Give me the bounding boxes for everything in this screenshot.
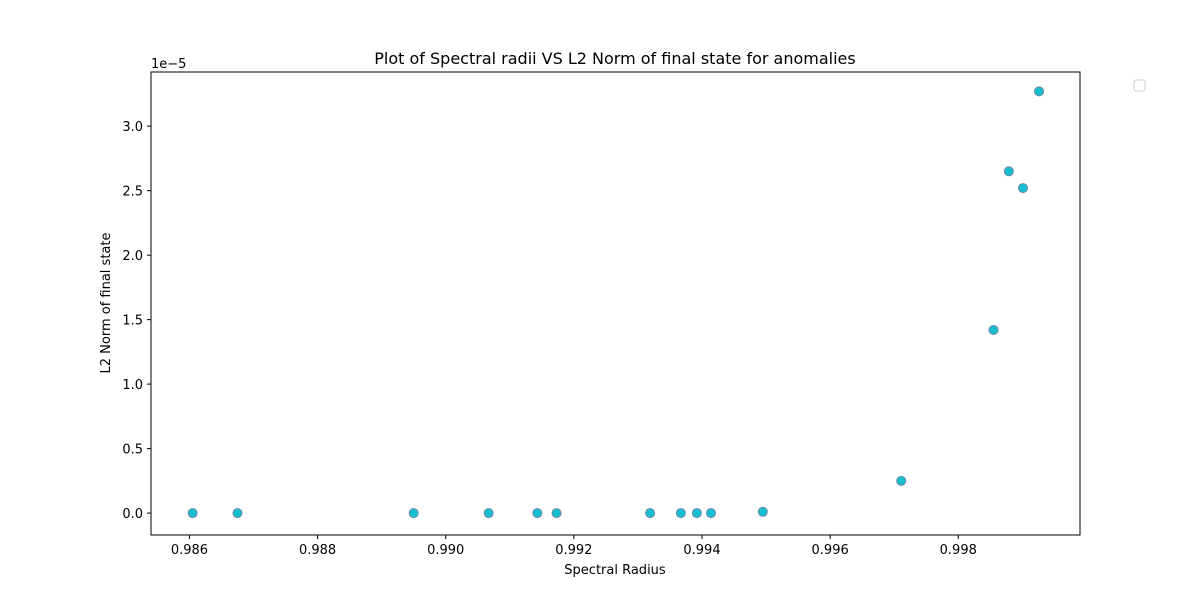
scatter-point: [232, 508, 243, 519]
x-tick-label: 0.988: [299, 543, 336, 558]
x-tick-label: 0.986: [171, 543, 208, 558]
y-tick-label: 0.5: [122, 443, 143, 458]
y-tick-label: 0.0: [122, 507, 143, 522]
x-tick-label: 0.998: [940, 543, 977, 558]
scatter-point: [757, 506, 768, 517]
x-axis: 0.986 0.988 0.990 0.992 0.994 0.996 0.998: [171, 535, 977, 558]
y-axis: 0.0 0.5 1.0 1.5 2.0 2.5 3.0: [122, 120, 151, 522]
scatter-point: [532, 508, 543, 519]
y-tick-label: 2.5: [122, 185, 143, 200]
scatter-point: [645, 508, 656, 519]
y-axis-label: L2 Norm of final state: [99, 233, 114, 374]
scatter-point: [551, 508, 562, 519]
scatter-point: [675, 508, 686, 519]
x-axis-label: Spectral Radius: [564, 563, 666, 578]
chart-title: Plot of Spectral radii VS L2 Norm of fin…: [374, 49, 855, 68]
scatter-point: [1033, 86, 1044, 97]
x-tick-label: 0.996: [812, 543, 849, 558]
plot-area: [150, 71, 1081, 536]
scatter-point: [691, 508, 702, 519]
scatter-point: [896, 475, 907, 486]
scatter-point: [705, 508, 716, 519]
scatter-point: [1017, 183, 1028, 194]
scatter-point: [1003, 166, 1014, 177]
scatter-point: [988, 324, 999, 335]
y-tick-label: 2.0: [122, 249, 143, 264]
legend-box: [1133, 79, 1146, 92]
x-tick-label: 0.990: [427, 543, 464, 558]
axes-frame: [150, 71, 1081, 536]
scatter-point: [483, 508, 494, 519]
scatter-point: [408, 508, 419, 519]
scatter-point: [187, 508, 198, 519]
y-tick-label: 3.0: [122, 120, 143, 135]
x-tick-label: 0.994: [683, 543, 720, 558]
y-tick-label: 1.5: [122, 314, 143, 329]
data-points: [187, 86, 1044, 519]
y-offset-label: 1e−5: [151, 57, 186, 72]
y-tick-label: 1.0: [122, 378, 143, 393]
x-tick-label: 0.992: [555, 543, 592, 558]
